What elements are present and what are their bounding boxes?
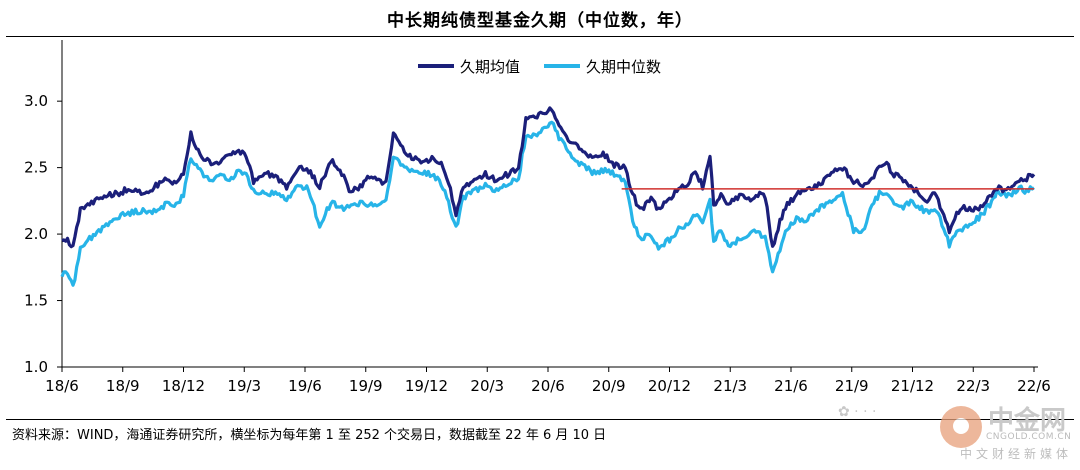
x-tick-label: 18/6 <box>45 377 79 395</box>
x-tick-label: 19/9 <box>349 377 383 395</box>
wechat-watermark-icon: ✿ · · · <box>838 404 877 420</box>
x-tick-label: 18/12 <box>162 377 205 395</box>
x-tick-label: 21/3 <box>713 377 747 395</box>
bottom-rule <box>6 419 1074 420</box>
x-tick-label: 20/6 <box>531 377 565 395</box>
x-tick-label: 21/6 <box>774 377 808 395</box>
y-tick-label: 2.5 <box>24 159 48 177</box>
x-tick-label: 20/12 <box>648 377 691 395</box>
y-tick-label: 2.0 <box>24 225 48 243</box>
y-tick-label: 3.0 <box>24 92 48 110</box>
x-tick-label: 19/6 <box>288 377 322 395</box>
series-line-mean <box>61 106 1036 249</box>
legend-label-median: 久期中位数 <box>586 58 661 76</box>
x-tick-label: 22/3 <box>956 377 990 395</box>
x-tick-label: 20/9 <box>592 377 626 395</box>
source-note: 资料来源：WIND，海通证券研究所，横坐标为每年第 1 至 252 个交易日，数… <box>12 428 607 443</box>
y-tick-label: 1.5 <box>24 292 48 310</box>
y-tick-label: 1.0 <box>24 358 48 376</box>
series-line-median <box>60 120 1035 287</box>
x-tick-label: 20/3 <box>470 377 504 395</box>
x-tick-label: 19/12 <box>405 377 448 395</box>
x-tick-label: 18/9 <box>106 377 140 395</box>
top-rule <box>6 36 1074 37</box>
cngold-watermark-logo: 中金网 CNGOLD.COM.CN 中文财经新媒体 <box>940 400 1073 466</box>
x-tick-label: 22/6 <box>1017 377 1051 395</box>
cngold-badge-icon <box>940 406 982 448</box>
watermark-domain: CNGOLD.COM.CN <box>986 432 1072 442</box>
x-tick-label: 19/3 <box>227 377 261 395</box>
x-tick-label: 21/9 <box>835 377 869 395</box>
chart-title: 中长期纯债型基金久期（中位数，年） <box>387 11 693 31</box>
legend-label-mean: 久期均值 <box>460 58 520 76</box>
x-tick-label: 21/12 <box>891 377 934 395</box>
watermark-brand: 中金网 <box>988 406 1067 436</box>
watermark-tagline: 中文财经新媒体 <box>960 447 1073 461</box>
